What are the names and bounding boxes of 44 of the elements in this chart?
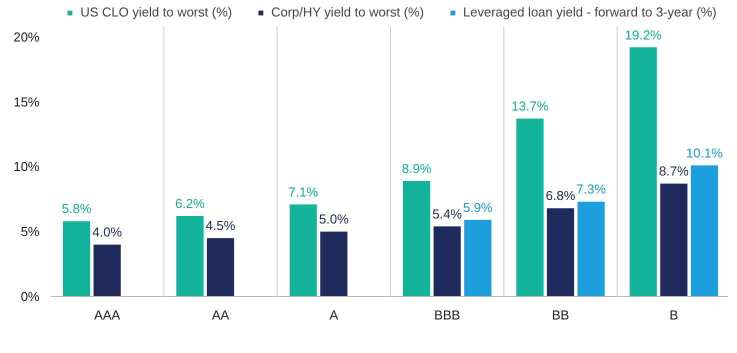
bar (516, 118, 544, 296)
x-tick-label: AA (212, 308, 230, 322)
data-label: 8.7% (659, 164, 690, 179)
data-label: 5.8% (62, 201, 92, 216)
bar (62, 221, 90, 296)
data-label: 6.2% (175, 196, 206, 212)
bar (402, 180, 430, 296)
data-label: 7.1% (288, 184, 318, 200)
bar (464, 220, 492, 296)
x-tick-label: BB (552, 308, 570, 322)
legend-label: Corp/HY yield to worst (%) (271, 4, 424, 20)
legend-label: US CLO yield to worst (%) (80, 4, 232, 20)
y-tick-label: 0% (20, 289, 40, 304)
bar (546, 208, 574, 296)
y-tick-label: 10% (13, 159, 40, 174)
data-label: 4.5% (206, 218, 236, 234)
bar (630, 47, 657, 296)
bar (206, 238, 234, 296)
bar (660, 184, 688, 296)
bar (290, 204, 317, 296)
data-label: 5.0% (319, 212, 350, 227)
x-tick-label: B (670, 308, 678, 322)
x-tick-label: A (330, 308, 338, 322)
data-label: 5.9% (462, 200, 494, 215)
bar (578, 202, 605, 296)
data-label: 7.3% (576, 182, 606, 197)
bar (176, 216, 204, 296)
x-tick-label: BBB (434, 308, 460, 322)
data-label: 6.8% (546, 188, 576, 204)
bar (94, 244, 121, 296)
data-label: 13.7% (511, 98, 549, 114)
legend-label: Leveraged loan yield - forward to 3-year (%) (463, 4, 717, 20)
bar (690, 165, 718, 296)
bar (434, 226, 461, 296)
y-tick-label: 20% (13, 29, 40, 44)
data-label: 4.0% (92, 224, 122, 240)
x-tick-label: AAA (94, 308, 120, 322)
y-tick-label: 5% (20, 224, 40, 240)
y-tick-label: 15% (13, 94, 40, 110)
data-label: 10.1% (686, 145, 724, 160)
bar (320, 232, 348, 296)
data-label: 19.2% (624, 27, 662, 42)
data-label: 5.4% (432, 206, 462, 222)
data-label: 8.9% (402, 160, 432, 176)
